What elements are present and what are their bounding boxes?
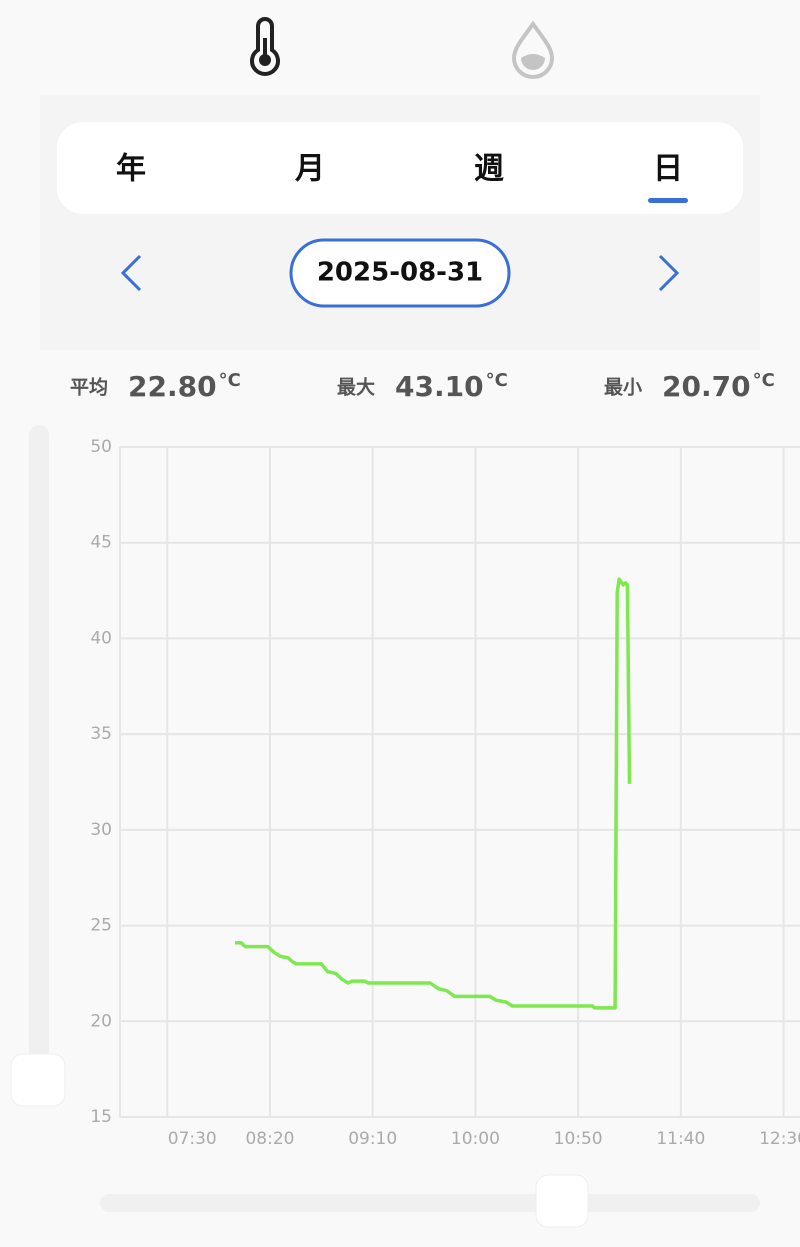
tabs: 年月週日 <box>116 152 683 187</box>
date-pill[interactable] <box>289 238 511 308</box>
stat-value: 43.10 <box>395 370 484 403</box>
y-tick-label: 50 <box>90 437 112 457</box>
horizontal-slider-thumb[interactable] <box>535 1174 589 1228</box>
x-tick-label: 10:00 <box>451 1129 500 1149</box>
stat-unit: °C <box>219 370 241 391</box>
data-line <box>235 577 632 1010</box>
x-tick-label: 09:10 <box>348 1129 397 1149</box>
stat: 最大 43.10 °C <box>337 370 508 403</box>
temperature-icon[interactable] <box>250 17 280 76</box>
stat-label: 最小 <box>604 377 642 399</box>
x-tick-label: 08:20 <box>245 1129 294 1149</box>
stat-unit: °C <box>753 370 775 391</box>
tab[interactable]: 週 <box>474 152 504 187</box>
humidity-icon[interactable] <box>511 20 555 79</box>
stat: 最小 20.70 °C <box>604 370 775 403</box>
tab[interactable]: 年 <box>116 152 146 187</box>
x-tick-label: 12:30 <box>759 1129 800 1149</box>
stat-value: 22.80 <box>128 370 217 403</box>
stat-unit: °C <box>486 370 508 391</box>
date-label: 2025-08-31 <box>317 258 483 288</box>
tab-bar <box>57 122 743 214</box>
vertical-slider-thumb[interactable] <box>10 1053 66 1107</box>
x-tick-label: 10:50 <box>554 1129 603 1149</box>
y-tick-label: 25 <box>90 916 112 936</box>
tab[interactable]: 日 <box>653 152 683 187</box>
y-tick-label: 15 <box>90 1107 112 1127</box>
y-tick-label: 20 <box>90 1011 112 1031</box>
x-tick-label: 11:40 <box>656 1129 705 1149</box>
chart: 15 20 25 30 35 40 45 50 07:30 08:20 09:10 10:00 10:5… <box>90 437 800 1149</box>
y-tick-label: 30 <box>90 820 112 840</box>
stats: 平均 22.80 °C 最大 43.10 °C 最小 20.70 °C <box>70 370 775 403</box>
stat-label: 平均 <box>70 376 108 399</box>
y-tick-label: 35 <box>90 724 112 744</box>
tab-indicator <box>648 198 688 203</box>
tab[interactable]: 月 <box>295 152 325 187</box>
horizontal-slider-track <box>100 1194 760 1212</box>
prev-button[interactable] <box>120 254 142 292</box>
stat-value: 20.70 <box>662 370 751 403</box>
stat-label: 最大 <box>337 376 375 399</box>
x-tick-label: 07:30 <box>168 1129 217 1149</box>
y-tick-label: 45 <box>90 533 112 553</box>
vertical-slider-track <box>29 425 49 1105</box>
stat: 平均 22.80 °C <box>70 370 241 403</box>
next-button[interactable] <box>658 254 680 292</box>
y-tick-label: 40 <box>90 628 112 648</box>
